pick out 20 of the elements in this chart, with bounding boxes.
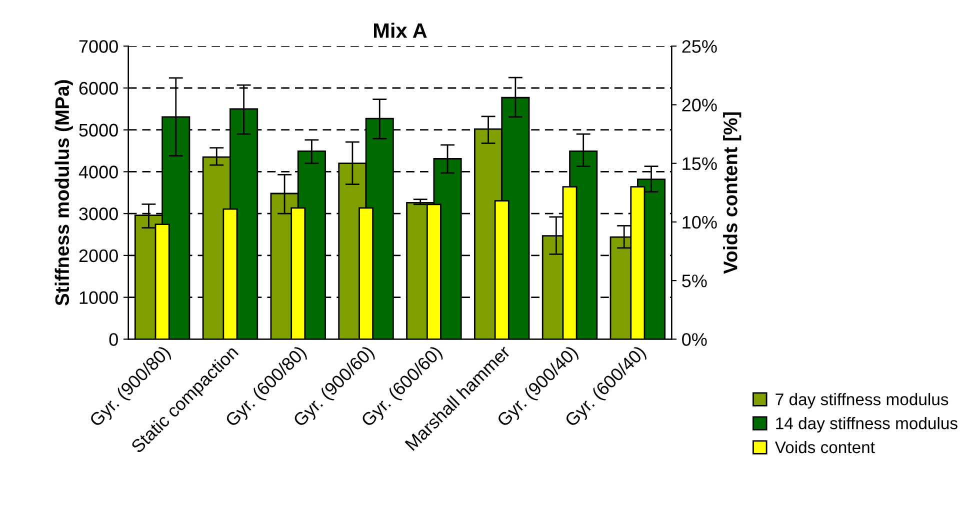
y2-tick-label: 25%: [682, 40, 717, 53]
y-tick-label: 0: [109, 333, 118, 346]
y2-tick-label: 0%: [682, 333, 707, 346]
y-tick-label: 2000: [79, 249, 118, 262]
y-tick-label: 7000: [79, 40, 118, 53]
y-tick-label: 3000: [79, 208, 118, 220]
y2-tick-label: 20%: [682, 98, 717, 112]
y-tick-label: 6000: [79, 82, 118, 95]
y2-tick-label: 15%: [682, 157, 717, 170]
legend-label: Voids content: [774, 440, 875, 454]
y-axis-title: Stiffness modulus (MPa): [54, 80, 73, 306]
legend-label: 14 day stiffness modulus: [776, 417, 958, 433]
y2-axis-title: Voids content [%]: [723, 112, 742, 274]
y-tick-label: 5000: [79, 124, 118, 137]
chart-title: Mix A: [374, 22, 427, 38]
y2-tick-label: 10%: [682, 216, 717, 229]
y-tick-label: 1000: [80, 291, 118, 304]
legend-label: 7 day stiffness modulus: [776, 393, 948, 409]
y2-tick-label: 5%: [682, 274, 707, 288]
y-tick-label: 4000: [78, 166, 118, 178]
